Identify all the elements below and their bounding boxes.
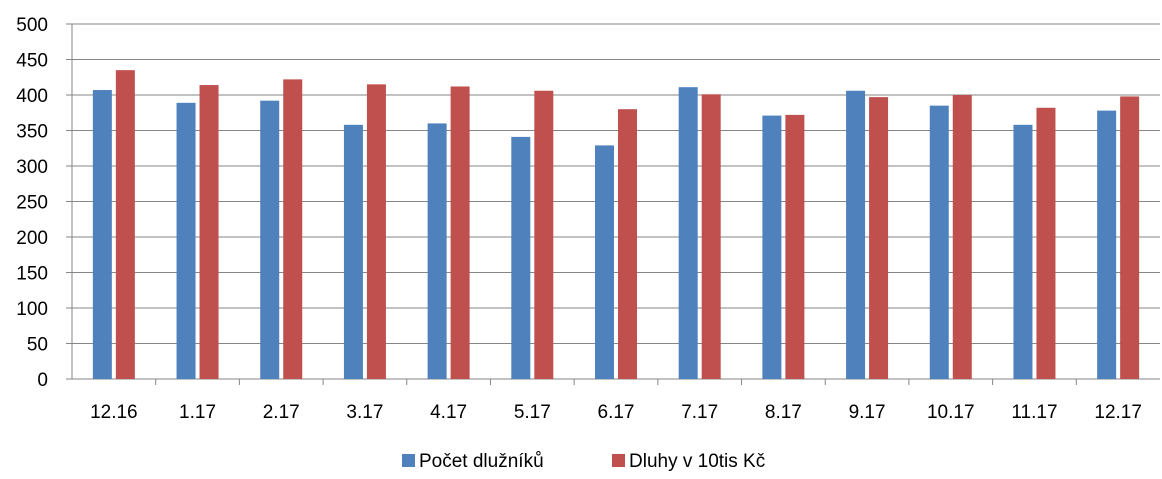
bar-pocet-dluzniku-4.17 [427,123,447,380]
x-tick-label: 10.17 [927,402,975,423]
legend-label: Počet dlužníků [419,451,544,472]
bar-pocet-dluzniku-12.16 [92,90,112,379]
y-tick-label: 200 [16,228,48,249]
x-axis-tick-labels: 12.16 1.17 2.17 3.17 4.17 5.17 6.17 7.17 8.17 9.1… [90,402,1142,423]
y-tick-label: 450 [16,51,48,72]
bar-dluhy-4.17 [450,86,470,379]
bar-dluhy-11.17 [1036,107,1056,379]
x-tick-label: 8.17 [765,402,802,423]
y-tick-label: 150 [16,264,48,285]
x-tick-label: 1.17 [179,402,216,423]
x-tick-label: 12.16 [90,402,138,423]
y-tick-label: 250 [16,193,48,214]
bar-pocet-dluzniku-3.17 [343,124,363,379]
bar-dluhy-2.17 [283,79,303,379]
gridlines [72,23,1160,344]
x-tick-label: 4.17 [430,402,467,423]
y-tick-label: 350 [16,122,48,143]
legend-swatch [402,454,415,467]
x-tick-label: 2.17 [263,402,300,423]
x-tick-label: 7.17 [681,402,718,423]
bar-dluhy-3.17 [366,84,386,379]
x-tick-label: 12.17 [1094,402,1142,423]
bar-dluhy-5.17 [534,90,554,380]
x-tick-label: 5.17 [514,402,551,423]
y-axis-tick-labels: 0 50 100 150 200 250 300 350 400 450 500 [16,15,48,391]
x-tick-label: 3.17 [346,402,383,423]
bars [92,70,1140,380]
legend-swatch [612,454,625,467]
x-tick-label: 9.17 [849,402,886,423]
legend: Počet dlužníků Dluhy v 10tis Kč [402,451,765,472]
bar-pocet-dluzniku-10.17 [929,105,949,380]
bar-dluhy-1.17 [199,85,219,379]
bar-pocet-dluzniku-2.17 [260,100,280,380]
bar-pocet-dluzniku-7.17 [678,87,698,379]
bar-pocet-dluzniku-8.17 [762,115,782,379]
bar-pocet-dluzniku-5.17 [511,136,531,379]
bar-dluhy-10.17 [952,95,972,379]
legend-label: Dluhy v 10tis Kč [629,451,765,472]
y-tick-label: 500 [16,15,48,36]
bar-pocet-dluzniku-12.17 [1097,110,1117,380]
y-tick-label: 300 [16,157,48,178]
bar-pocet-dluzniku-11.17 [1013,124,1033,379]
bar-dluhy-6.17 [618,109,637,379]
y-tick-label: 100 [16,299,48,320]
y-tick-label: 0 [37,370,48,391]
axes [66,23,1160,385]
x-tick-label: 6.17 [598,402,635,423]
bar-dluhy-9.17 [869,97,889,379]
bar-dluhy-8.17 [785,114,805,379]
bar-dluhy-12.17 [1120,96,1140,380]
bar-pocet-dluzniku-9.17 [846,90,866,380]
bar-dluhy-12.16 [115,70,135,380]
x-tick-label: 11.17 [1011,402,1057,423]
bar-pocet-dluzniku-1.17 [176,102,196,379]
y-tick-label: 50 [27,335,48,356]
bar-pocet-dluzniku-6.17 [595,145,614,379]
bar-dluhy-7.17 [701,94,721,379]
y-tick-label: 400 [16,86,48,107]
